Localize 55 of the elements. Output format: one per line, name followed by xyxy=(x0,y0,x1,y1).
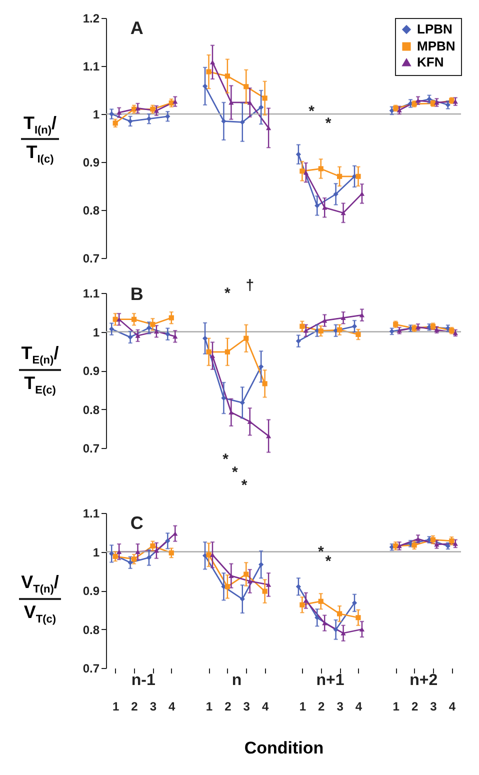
text: * xyxy=(222,451,229,468)
y-tick-label: 0.7 xyxy=(82,662,100,676)
annotation: * xyxy=(308,102,315,120)
x-tick-label: 3 xyxy=(430,700,438,714)
annotation: * xyxy=(325,553,332,570)
y-tick-label: 1.1 xyxy=(82,506,100,520)
x-tick-label: 4 xyxy=(355,700,362,714)
legend-label: MPBN xyxy=(417,38,456,54)
x-tick-label: 1 xyxy=(299,700,306,714)
x-axis-title: Condition xyxy=(244,738,324,758)
chart-title: C xyxy=(130,513,144,533)
legend-label: LPBN xyxy=(417,22,452,36)
y-tick-label: 0.9 xyxy=(82,156,100,170)
chart-title: B xyxy=(130,284,144,304)
x-tick-label: 2 xyxy=(224,700,232,714)
x-tick-label: 3 xyxy=(243,700,250,714)
annotation: * xyxy=(224,284,231,302)
x-tick-label: 4 xyxy=(262,700,269,714)
chart-title: A xyxy=(130,18,144,38)
text: n-1 xyxy=(131,672,156,689)
axis-fraction-label: V$_{T(n)}$/V$_{T(c)}$ xyxy=(18,572,62,626)
text: * xyxy=(241,477,248,494)
annotation: * xyxy=(318,544,324,560)
x-tick-label: 3 xyxy=(150,700,157,714)
x-tick-label: 2 xyxy=(318,700,326,714)
y-tick-label: 1.2 xyxy=(82,12,100,26)
axis-fraction-label: T$_{I(n)}$/T$_{I(c)}$ xyxy=(20,112,60,166)
x-tick-label: 3 xyxy=(336,700,344,714)
y-tick-label: 0.8 xyxy=(82,402,100,417)
y-tick-label: 1 xyxy=(92,108,100,122)
y-tick-label: 0.9 xyxy=(82,584,100,598)
text: * xyxy=(232,464,238,481)
x-tick-label: 4 xyxy=(168,700,176,714)
text: n xyxy=(232,672,242,689)
y-tick-label: 1 xyxy=(92,545,100,560)
y-tick-label: 0.7 xyxy=(82,442,100,456)
y-tick-label: 0.8 xyxy=(82,622,100,637)
y-tick-label: 1.1 xyxy=(82,286,100,300)
y-tick-label: 0.9 xyxy=(82,364,100,378)
text: n+2 xyxy=(410,672,438,689)
x-tick-label: 1 xyxy=(112,700,120,714)
legend-label: KFN xyxy=(417,54,444,70)
x-tick-label: 2 xyxy=(131,700,138,714)
y-tick-label: 1 xyxy=(92,325,100,340)
text: n+1 xyxy=(316,672,344,689)
annotation: † xyxy=(246,277,254,294)
x-tick-label: 2 xyxy=(411,700,418,714)
x-tick-label: 4 xyxy=(448,700,456,714)
x-tick-label: 1 xyxy=(206,700,213,714)
y-tick-label: 0.7 xyxy=(82,252,100,266)
y-tick-label: 0.8 xyxy=(82,204,100,218)
y-tick-label: 1.1 xyxy=(82,60,100,74)
annotation: * xyxy=(325,114,332,132)
axis-fraction-label: T$_{E(n)}$/T$_{E(c)}$ xyxy=(18,343,62,396)
x-tick-label: 1 xyxy=(392,700,400,714)
